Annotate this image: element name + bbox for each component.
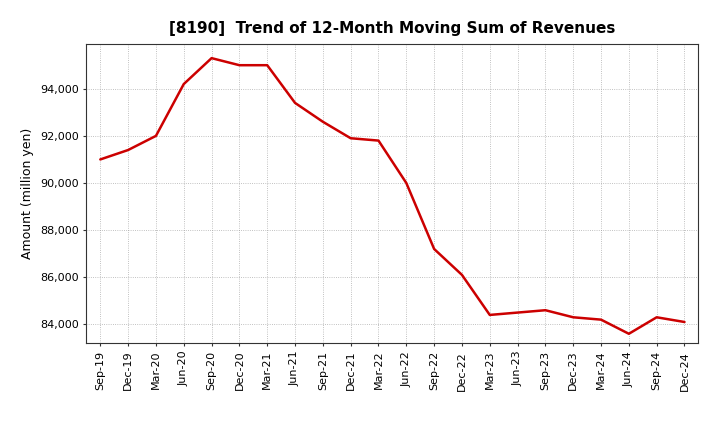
- Y-axis label: Amount (million yen): Amount (million yen): [22, 128, 35, 259]
- Title: [8190]  Trend of 12-Month Moving Sum of Revenues: [8190] Trend of 12-Month Moving Sum of R…: [169, 21, 616, 36]
